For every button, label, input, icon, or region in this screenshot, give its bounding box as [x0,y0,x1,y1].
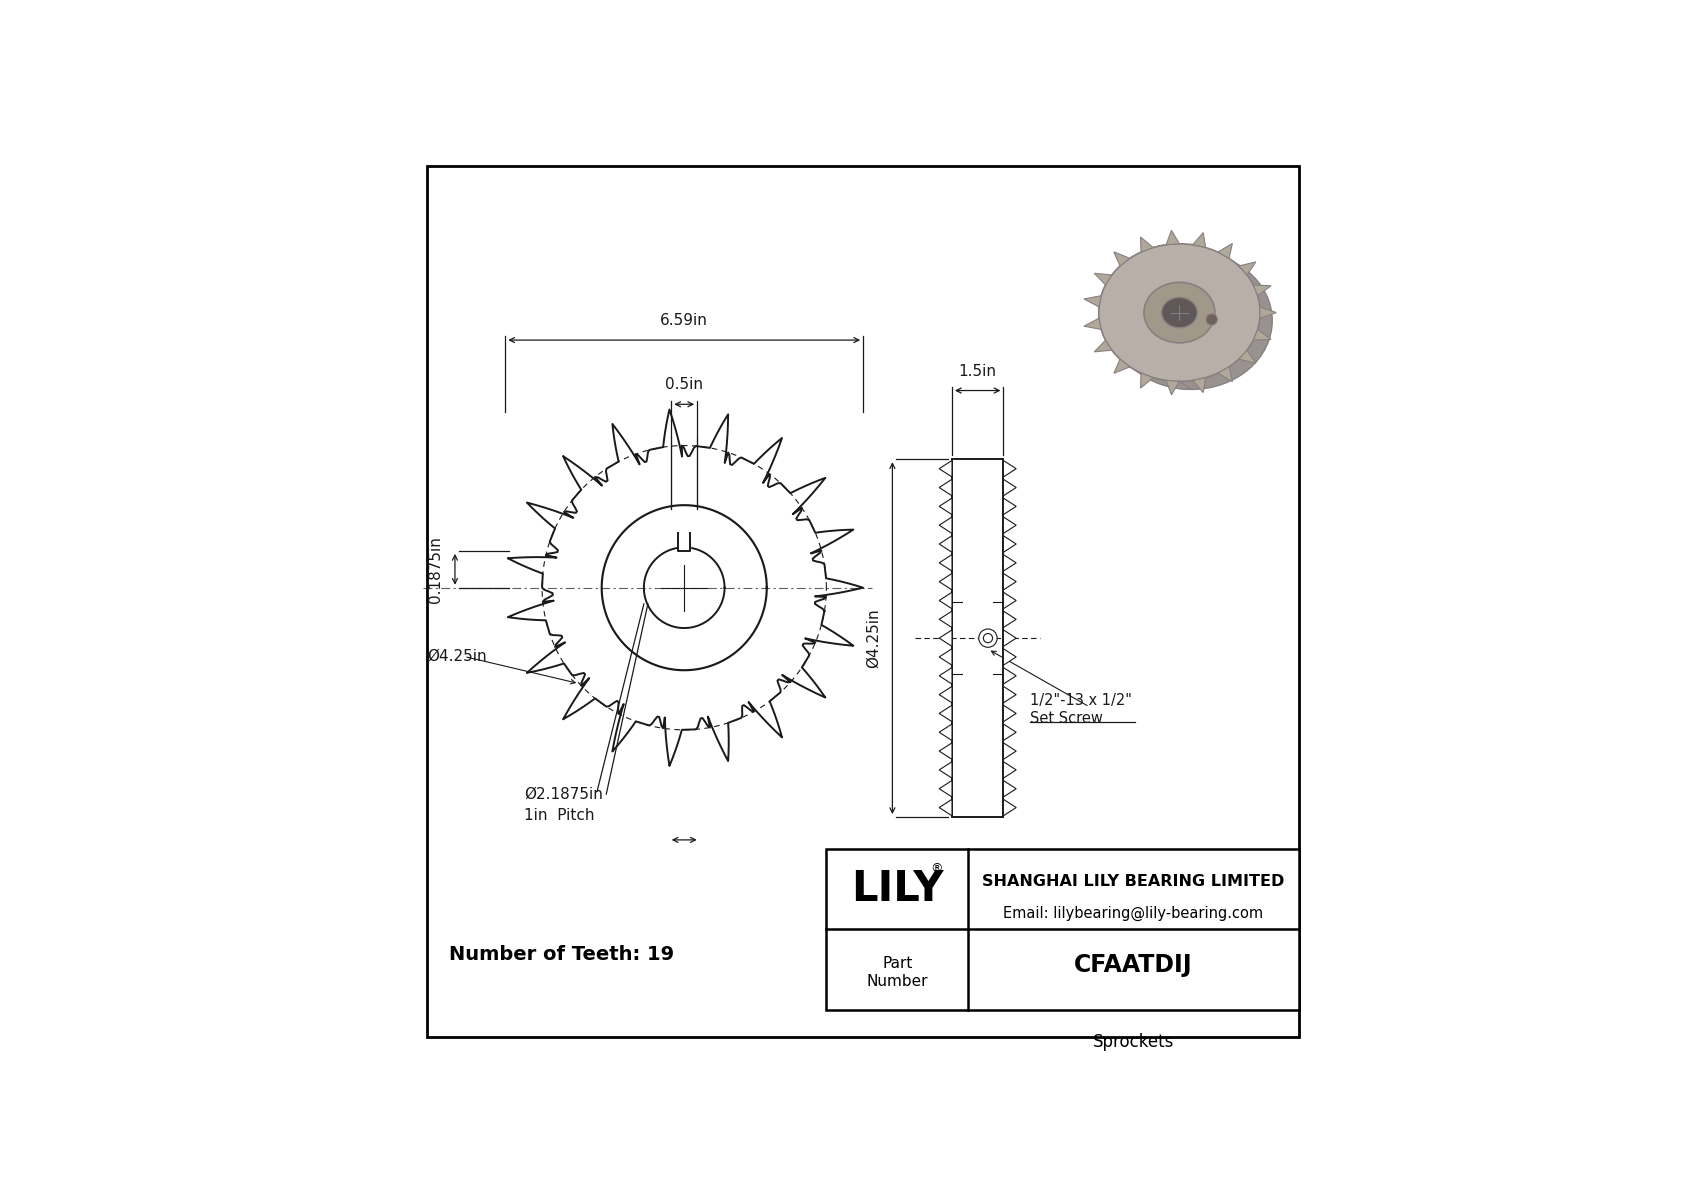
Text: Ø4.25in: Ø4.25in [428,649,487,663]
Text: 0.5in: 0.5in [665,378,704,392]
Polygon shape [1004,555,1015,572]
Text: 1in  Pitch: 1in Pitch [524,807,594,823]
Circle shape [983,634,992,643]
Polygon shape [940,705,951,722]
Polygon shape [1004,573,1015,590]
Ellipse shape [1143,282,1214,343]
Polygon shape [940,667,951,684]
Text: 1/2"-13 x 1/2"
Set Screw: 1/2"-13 x 1/2" Set Screw [1031,693,1132,725]
Ellipse shape [1162,298,1197,328]
Polygon shape [1004,799,1015,816]
Polygon shape [1218,243,1233,258]
Polygon shape [1004,780,1015,797]
Polygon shape [940,461,951,476]
Polygon shape [1218,367,1233,381]
Text: Ø2.1875in: Ø2.1875in [524,786,603,802]
Polygon shape [1239,262,1256,275]
Polygon shape [1113,360,1130,373]
Polygon shape [1095,341,1111,351]
Polygon shape [1004,592,1015,609]
Polygon shape [1004,536,1015,553]
Polygon shape [1004,461,1015,476]
Polygon shape [1165,380,1179,395]
Text: Sprockets: Sprockets [1093,1033,1174,1050]
Polygon shape [1004,630,1015,647]
Polygon shape [1004,517,1015,534]
Polygon shape [940,649,951,666]
Polygon shape [1004,649,1015,666]
Polygon shape [1084,318,1101,330]
Bar [951,460,1004,817]
Polygon shape [1004,479,1015,495]
Polygon shape [1253,330,1271,341]
Polygon shape [1004,686,1015,703]
Polygon shape [940,762,951,778]
Polygon shape [1260,307,1276,318]
Polygon shape [940,743,951,760]
Text: Email: lilybearing@lily-bearing.com: Email: lilybearing@lily-bearing.com [1004,905,1263,921]
Polygon shape [1253,285,1271,295]
Polygon shape [1192,378,1206,393]
Polygon shape [1004,705,1015,722]
Ellipse shape [1111,251,1271,389]
Polygon shape [1004,762,1015,778]
Circle shape [978,629,997,648]
Text: 1.5in: 1.5in [958,363,997,379]
Text: CFAATDIJ: CFAATDIJ [1074,953,1192,977]
Text: LILY: LILY [850,868,943,910]
Polygon shape [940,555,951,572]
Text: SHANGHAI LILY BEARING LIMITED: SHANGHAI LILY BEARING LIMITED [982,874,1285,888]
Polygon shape [940,517,951,534]
Polygon shape [940,780,951,797]
Polygon shape [940,536,951,553]
Polygon shape [1192,232,1206,248]
Polygon shape [940,630,951,647]
Circle shape [1206,313,1218,325]
Bar [827,849,1298,1010]
Polygon shape [940,611,951,628]
Polygon shape [1004,743,1015,760]
Text: 0.1875in: 0.1875in [428,536,443,603]
Polygon shape [1140,373,1154,388]
Polygon shape [1140,237,1154,252]
Text: 6.59in: 6.59in [660,313,709,329]
Ellipse shape [1098,244,1260,381]
Polygon shape [1004,724,1015,741]
Text: Ø4.25in: Ø4.25in [866,609,881,668]
Text: ®: ® [930,862,943,875]
Polygon shape [1098,244,1192,389]
Polygon shape [1239,350,1256,363]
Polygon shape [940,573,951,590]
Polygon shape [1095,273,1111,285]
Polygon shape [1084,295,1101,307]
Polygon shape [940,724,951,741]
Bar [679,532,690,551]
Polygon shape [940,479,951,495]
Text: Number of Teeth: 19: Number of Teeth: 19 [448,944,674,964]
Polygon shape [940,686,951,703]
Polygon shape [940,498,951,515]
Polygon shape [940,799,951,816]
Polygon shape [1004,611,1015,628]
Polygon shape [940,592,951,609]
Text: Part
Number: Part Number [867,956,928,989]
Polygon shape [1165,230,1179,244]
Polygon shape [1113,251,1130,266]
Polygon shape [1004,498,1015,515]
Polygon shape [1004,667,1015,684]
